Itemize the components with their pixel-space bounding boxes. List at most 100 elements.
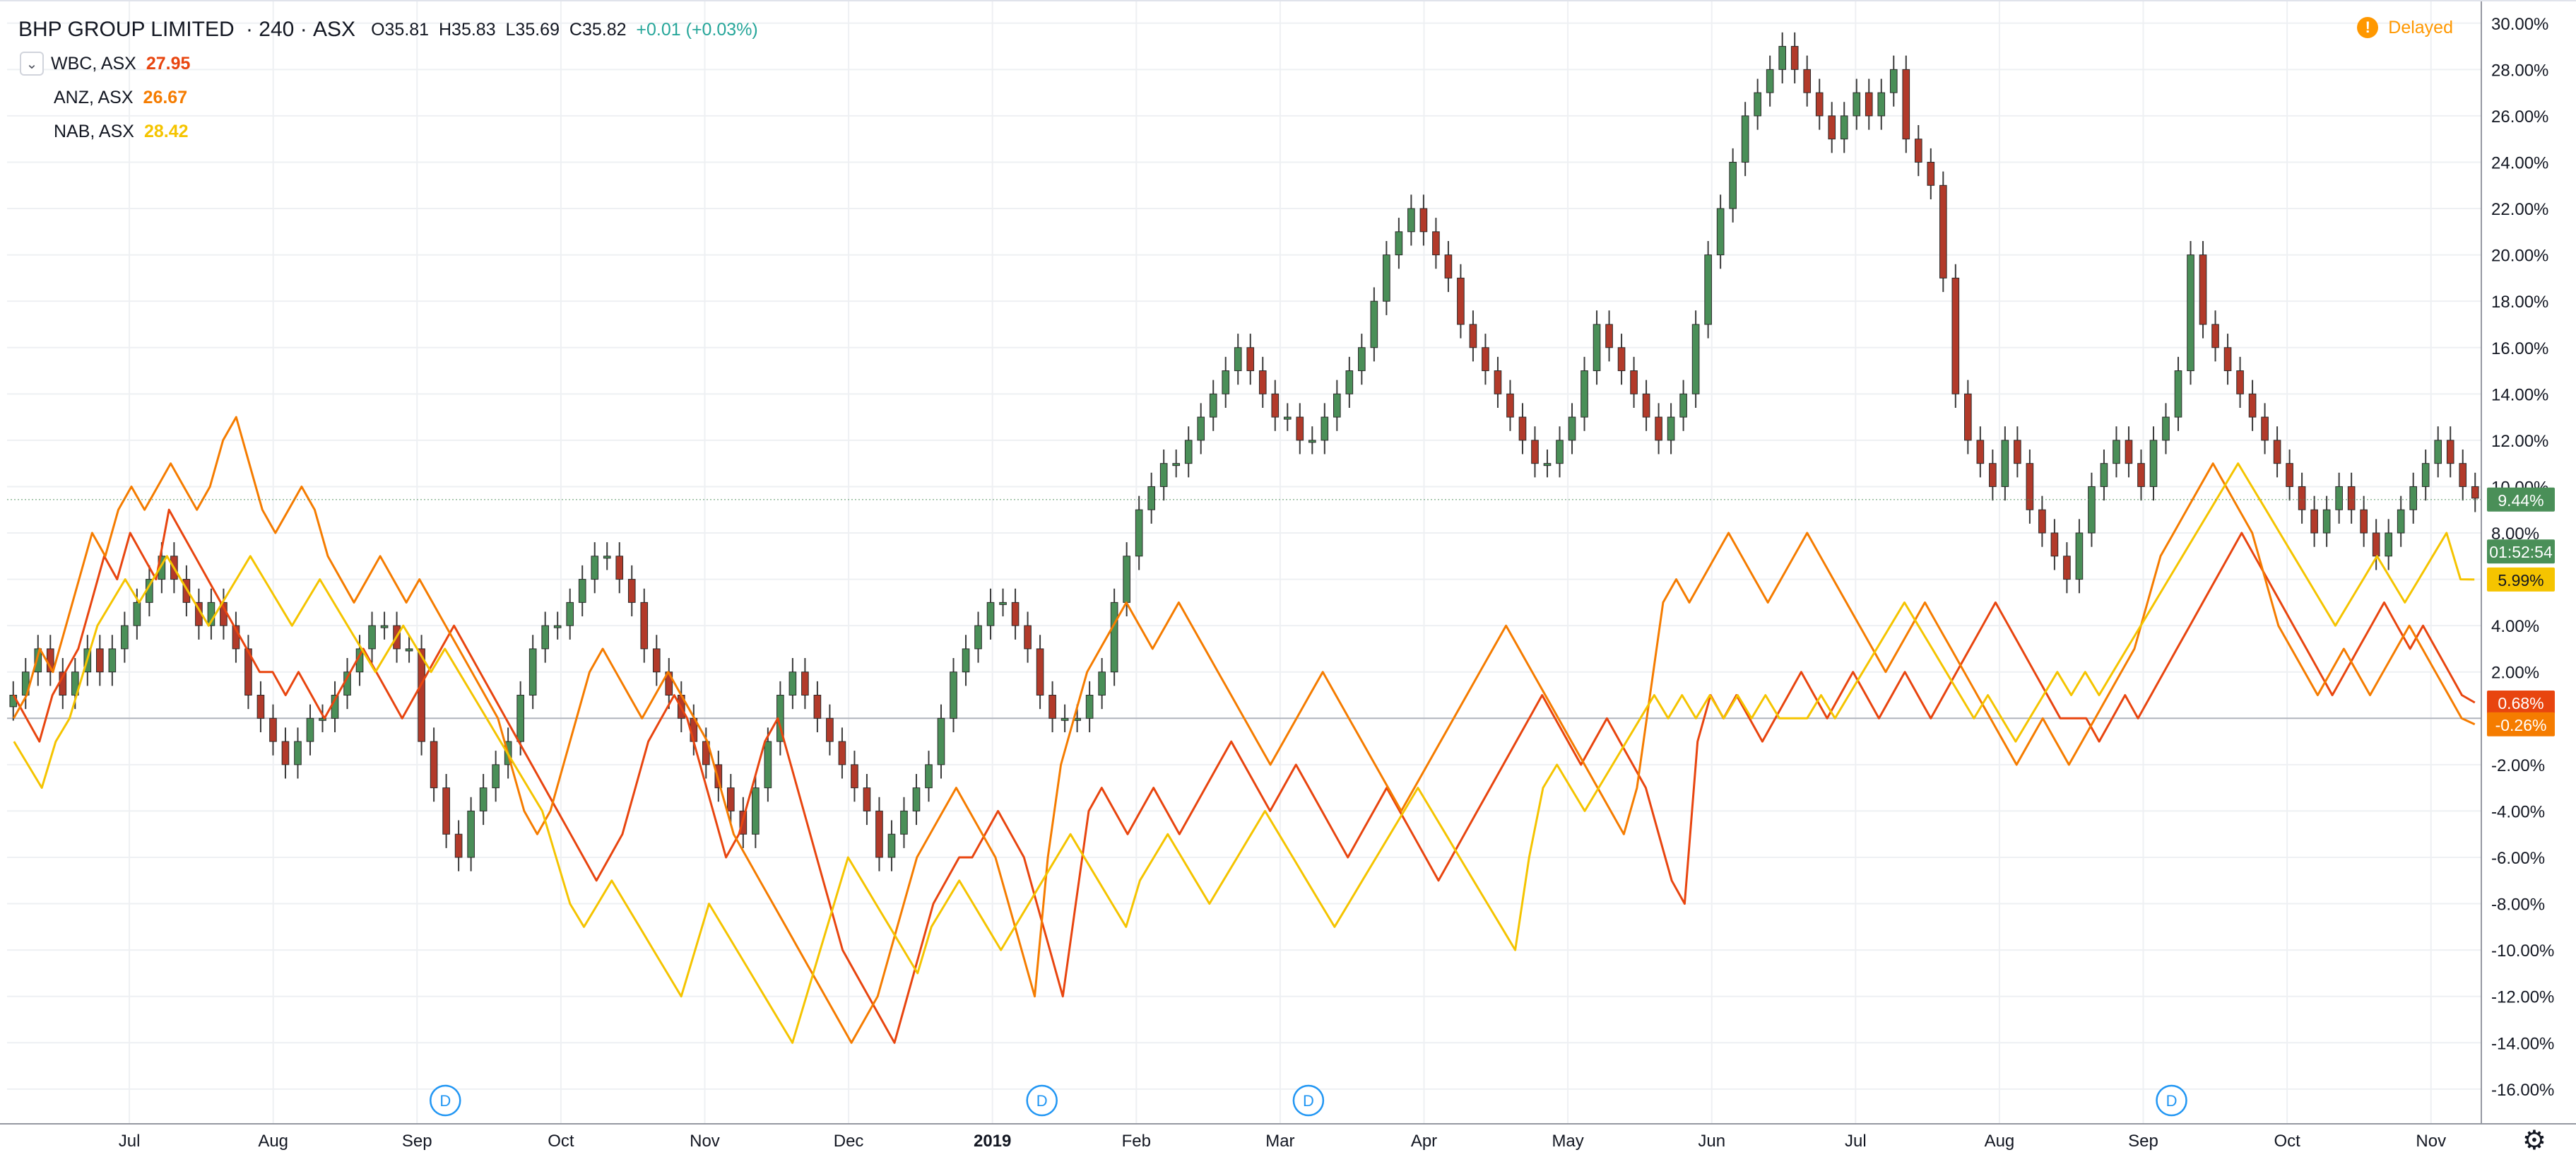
candle-body	[591, 556, 599, 580]
gear-icon[interactable]: ⚙	[2522, 1126, 2546, 1156]
candle-body	[764, 741, 772, 789]
series-line-wbc	[12, 508, 2476, 1044]
candle-body	[603, 556, 611, 559]
candle-body	[1889, 69, 1898, 93]
candle-body	[627, 579, 636, 603]
candle-body	[801, 671, 809, 696]
legend-item-nab[interactable]: NAB, ASX 28.42	[18, 115, 758, 148]
candle-body	[1815, 92, 1824, 117]
dividend-marker-label: D	[1036, 1092, 1048, 1110]
legend-item-anz[interactable]: ANZ, ASX 26.67	[18, 81, 758, 115]
candle-body	[1469, 324, 1477, 348]
candle-body	[1877, 92, 1886, 117]
candle-body	[1543, 463, 1552, 466]
candle-body	[1246, 347, 1255, 372]
candle-body	[244, 648, 252, 696]
y-tick-label: -14.00%	[2491, 1034, 2554, 1053]
legend-series-name: WBC, ASX	[51, 53, 136, 74]
x-tick-label: Jul	[1845, 1132, 1867, 1151]
candle-body	[1222, 370, 1230, 394]
candle-body	[1506, 393, 1514, 418]
candle-body	[2322, 509, 2331, 534]
price-label-text: 5.99%	[2498, 571, 2543, 589]
legend-series-name: NAB, ASX	[54, 121, 134, 141]
candle-body	[1358, 347, 1366, 372]
candle-body	[133, 601, 141, 626]
candle-body	[1110, 601, 1118, 673]
candle-body	[1419, 208, 1428, 233]
candle-body	[1927, 161, 1935, 186]
x-tick-label: Mar	[1265, 1132, 1294, 1151]
candle-body	[2088, 486, 2096, 534]
price-label-box	[2487, 539, 2555, 564]
candle-body	[1370, 300, 1378, 348]
interval-label[interactable]: 240	[259, 18, 295, 41]
symbol-name[interactable]: BHP GROUP LIMITED	[18, 18, 235, 41]
candle-body	[1234, 347, 1242, 372]
candle-body	[1655, 416, 1662, 441]
candle-body	[702, 741, 710, 765]
candle-body	[294, 741, 302, 765]
candle-body	[281, 741, 290, 765]
chevron-down-icon[interactable]: ⌄	[20, 52, 44, 76]
price-label-box	[2487, 567, 2555, 592]
price-labels: 9.44% 01:52:54 5.99% 0.68% -0.26%	[2487, 487, 2555, 736]
candle-body	[863, 787, 871, 811]
y-tick-label: -10.00%	[2491, 941, 2554, 961]
dividend-marker-circle	[430, 1084, 461, 1117]
candle-body	[2223, 347, 2232, 372]
candle-body	[813, 695, 822, 719]
candle-body	[467, 810, 475, 858]
candle-body	[1691, 324, 1700, 394]
candle-body	[1283, 416, 1292, 420]
candle-body	[2310, 509, 2318, 534]
candle-body	[2162, 416, 2170, 441]
candle-body	[2360, 509, 2368, 534]
candle-body	[2335, 486, 2343, 510]
candle-body	[516, 695, 524, 742]
candle-body	[1976, 440, 1985, 464]
x-tick-label: Jun	[1698, 1132, 1725, 1151]
x-tick-label: Oct	[548, 1132, 574, 1151]
price-label-text: 0.68%	[2498, 694, 2543, 712]
candle-body	[1754, 92, 1761, 117]
y-tick-label: 20.00%	[2491, 247, 2548, 266]
warning-icon: !	[2357, 17, 2379, 38]
candle-body	[1939, 184, 1947, 278]
candle-body	[2347, 486, 2356, 510]
price-label: -0.26%	[2487, 712, 2555, 736]
candle-series	[9, 32, 2479, 872]
candle-body	[2187, 254, 2194, 372]
candle-body	[1531, 440, 1539, 464]
candle-body	[1704, 254, 1712, 325]
candle-body	[1308, 440, 1316, 443]
line-series	[7, 416, 2481, 1044]
candle-body	[974, 625, 982, 650]
candle-body	[2273, 440, 2281, 464]
candle-body	[962, 648, 970, 673]
dividend-marker-circle	[1026, 1084, 1058, 1117]
candle-body	[1482, 347, 1489, 372]
x-tick-label: Aug	[258, 1132, 288, 1151]
legend-item-wbc[interactable]: ⌄ WBC, ASX 27.95	[18, 47, 758, 81]
delayed-badge[interactable]: ! Delayed	[2357, 17, 2453, 38]
x-tick-label: Nov	[690, 1132, 720, 1151]
candle-body	[1865, 92, 1873, 117]
candle-body	[368, 625, 376, 650]
candle-body	[430, 741, 438, 789]
candle-body	[2100, 463, 2108, 487]
candle-body	[1011, 601, 1020, 626]
candle-body	[1395, 231, 1403, 256]
x-tick-label: Aug	[1985, 1132, 2015, 1151]
candle-body	[950, 671, 957, 719]
candle-body	[1741, 115, 1749, 163]
x-tick-label: Jul	[119, 1132, 141, 1151]
candle-body	[71, 671, 79, 696]
candle-body	[2149, 440, 2158, 487]
price-label-box	[2487, 487, 2555, 512]
candle-body	[2385, 532, 2392, 557]
candle-body	[1123, 556, 1130, 603]
y-tick-label: -16.00%	[2491, 1081, 2554, 1100]
